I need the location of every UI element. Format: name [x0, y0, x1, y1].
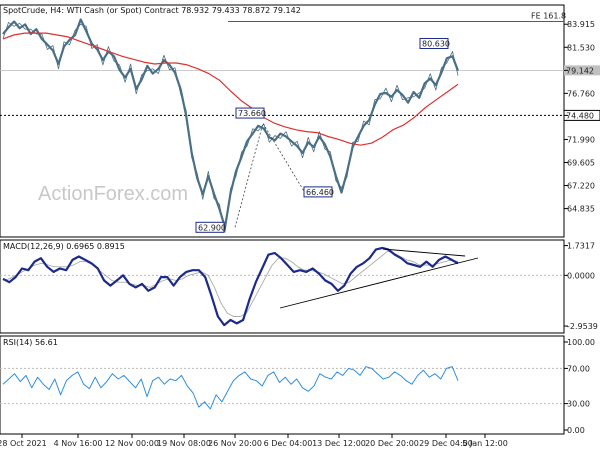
rsi-line — [2, 366, 459, 410]
price-annotation-box — [419, 37, 449, 49]
macd-trendline-lower — [279, 257, 479, 309]
x-tick-label: 19 Nov 08:00 — [157, 439, 211, 448]
macd-y-tick-label: 0.0000 — [567, 271, 595, 280]
price-y-tick-label: 83.915 — [567, 20, 595, 29]
price-annotation-box — [235, 107, 265, 119]
panel-price-frame — [0, 4, 565, 238]
price-annotation-label: 73.660 — [238, 109, 266, 118]
last-price-tag-label: 79.142 — [566, 66, 594, 75]
panel-rsi-frame — [0, 335, 565, 435]
x-tick-label: 12 Nov 00:00 — [105, 439, 159, 448]
price-annotation-label: 80.630 — [422, 39, 450, 48]
x-tick-label: 4 Nov 16:00 — [54, 439, 103, 448]
fe-level-label: FE 161.8 — [531, 11, 566, 20]
panel-macd-frame — [0, 239, 565, 334]
price-y-tick-label: 76.760 — [567, 89, 595, 98]
macd-y-tick-label: 1.7317 — [567, 242, 595, 251]
x-tick-label: 29 Dec 04:00 — [419, 439, 473, 448]
price-series-wicks — [2, 21, 459, 233]
macd-panel-title: MACD(12,26,9) 0.6965 0.8915 — [3, 242, 125, 251]
moving-average-line — [2, 32, 459, 146]
x-tick-label: 5 Jan 12:00 — [462, 439, 508, 448]
x-tick-label: 13 Dec 12:00 — [312, 439, 366, 448]
rsi-y-tick-label: 100.00 — [567, 338, 595, 347]
price-y-tick-label: 67.220 — [567, 182, 595, 191]
watermark: ActionForex.com — [38, 183, 188, 205]
price-y-tick-label: 71.990 — [567, 135, 595, 144]
price-y-tick-label: 81.530 — [567, 43, 595, 52]
rsi-panel-title: RSI(14) 56.61 — [3, 338, 58, 347]
x-tick-label: 20 Dec 20:00 — [365, 439, 419, 448]
last-price-tag — [564, 65, 600, 76]
price-panel-title: SpotCrude, H4: WTI Cash (or Spot) Contra… — [3, 6, 301, 15]
rsi-y-tick-label: 0.00 — [567, 426, 585, 435]
macd-y-tick-label: -2.9539 — [567, 322, 598, 331]
rsi-y-tick-label: 30.00 — [567, 400, 590, 409]
price-y-tick-label: 64.835 — [567, 205, 595, 214]
macd-signal-line — [2, 250, 459, 317]
macd-trendline-upper — [382, 248, 466, 257]
x-tick-label: 28 Oct 2021 — [0, 439, 47, 448]
x-tick-label: 26 Nov 20:00 — [208, 439, 262, 448]
support-level-tag-label: 74.480 — [566, 111, 594, 120]
x-tick-label: 6 Dec 04:00 — [264, 439, 313, 448]
wave-dotted-line — [234, 122, 306, 228]
price-annotation-label: 62.900 — [198, 223, 226, 232]
rsi-y-tick-label: 70.00 — [567, 364, 590, 373]
price-annotation-box — [195, 221, 225, 233]
price-annotation-box — [303, 186, 333, 198]
price-series-line — [2, 18, 460, 229]
price-y-tick-label: 69.605 — [567, 159, 595, 168]
price-annotation-label: 66.460 — [306, 188, 334, 197]
macd-line — [2, 246, 459, 327]
